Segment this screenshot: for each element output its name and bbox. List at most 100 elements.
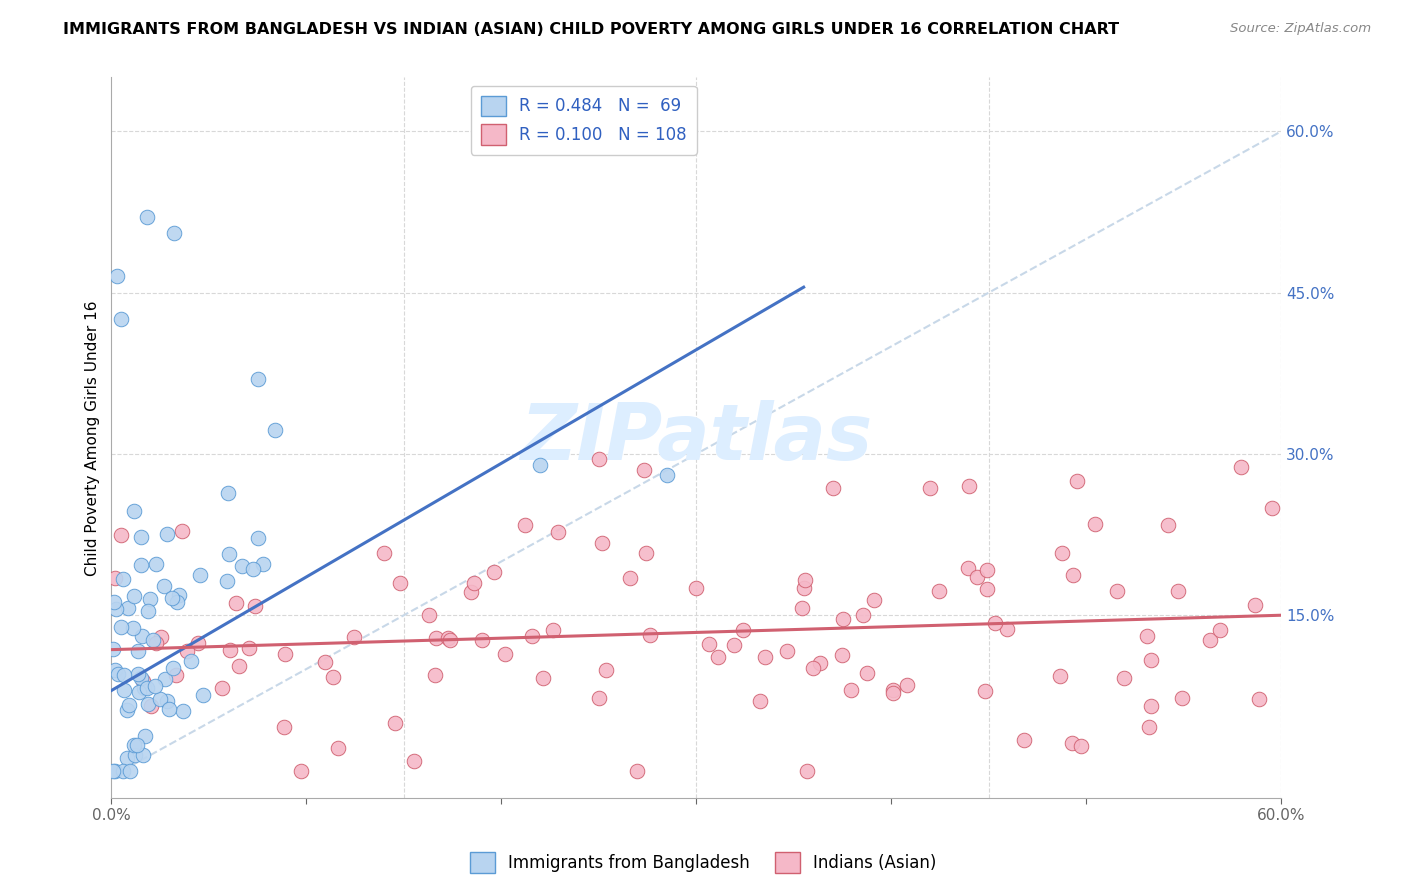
Point [114,668,136,682]
Point [1049,669,1071,683]
Legend: Immigrants from Bangladesh, Indians (Asian): Immigrants from Bangladesh, Indians (Asi… [463,846,943,880]
Point [790,600,813,615]
Point [515,517,537,532]
Point [995,622,1018,636]
Point [1171,690,1194,705]
Point [832,612,855,626]
Point [104,764,127,779]
Point [418,608,440,623]
Point [136,604,159,618]
Point [404,754,426,768]
Point [218,547,240,561]
Point [1230,459,1253,474]
Point [541,624,564,638]
Point [139,591,162,606]
Point [111,572,134,586]
Point [165,668,187,682]
Point [754,649,776,664]
Point [263,423,285,437]
Point [115,750,138,764]
Point [423,668,446,682]
Point [152,579,174,593]
Point [697,637,720,651]
Point [132,674,155,689]
Point [821,481,844,495]
Point [685,581,707,595]
Point [156,694,179,708]
Point [920,481,942,495]
Point [103,641,125,656]
Text: Source: ZipAtlas.com: Source: ZipAtlas.com [1230,22,1371,36]
Point [1136,629,1159,643]
Point [1105,583,1128,598]
Point [619,571,641,585]
Point [131,629,153,643]
Point [155,672,177,686]
Point [425,631,447,645]
Point [121,621,143,635]
Point [1209,623,1232,637]
Point [731,623,754,637]
Point [634,546,657,560]
Point [326,740,349,755]
Point [103,595,125,609]
Point [343,630,366,644]
Point [124,747,146,762]
Point [976,582,998,596]
Point [242,561,264,575]
Point [104,571,127,585]
Point [143,679,166,693]
Point [1140,699,1163,714]
Point [1247,692,1270,706]
Point [588,691,610,706]
Point [105,269,128,284]
Point [162,661,184,675]
Point [112,764,135,779]
Point [595,663,617,677]
Point [228,659,250,673]
Point [314,655,336,669]
Point [134,681,156,695]
Point [274,647,297,661]
Point [135,211,157,225]
Point [547,525,569,540]
Point [290,764,312,779]
Point [626,764,648,779]
Point [163,227,186,241]
Point [1139,653,1161,667]
Point [1260,500,1282,515]
Point [217,485,239,500]
Point [110,527,132,541]
Point [115,703,138,717]
Point [529,458,551,472]
Point [1198,632,1220,647]
Point [215,574,238,588]
Point [984,615,1007,630]
Point [225,596,247,610]
Point [882,682,904,697]
Point [976,563,998,577]
Point [128,685,150,699]
Point [122,738,145,752]
Point [531,671,554,685]
Point [1084,516,1107,531]
Point [172,704,194,718]
Point [1167,584,1189,599]
Point [1243,599,1265,613]
Point [471,632,494,647]
Point [463,576,485,591]
Point [1050,546,1073,560]
Point [484,565,506,579]
Point [796,764,818,779]
Point [187,636,209,650]
Point [384,715,406,730]
Point [273,720,295,734]
Point [188,567,211,582]
Legend: R = 0.484   N =  69, R = 0.100   N = 108: R = 0.484 N = 69, R = 0.100 N = 108 [471,86,697,155]
Point [170,524,193,538]
Point [588,452,610,467]
Point [167,588,190,602]
Point [591,535,613,549]
Point [460,585,482,599]
Point [103,764,125,778]
